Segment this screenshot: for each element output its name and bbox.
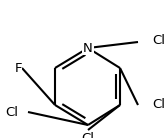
Text: Cl: Cl <box>152 99 164 112</box>
Text: F: F <box>14 62 22 75</box>
Text: Cl: Cl <box>152 34 164 47</box>
Text: Cl: Cl <box>82 132 94 138</box>
Text: N: N <box>83 42 93 55</box>
Text: Cl: Cl <box>5 105 18 119</box>
